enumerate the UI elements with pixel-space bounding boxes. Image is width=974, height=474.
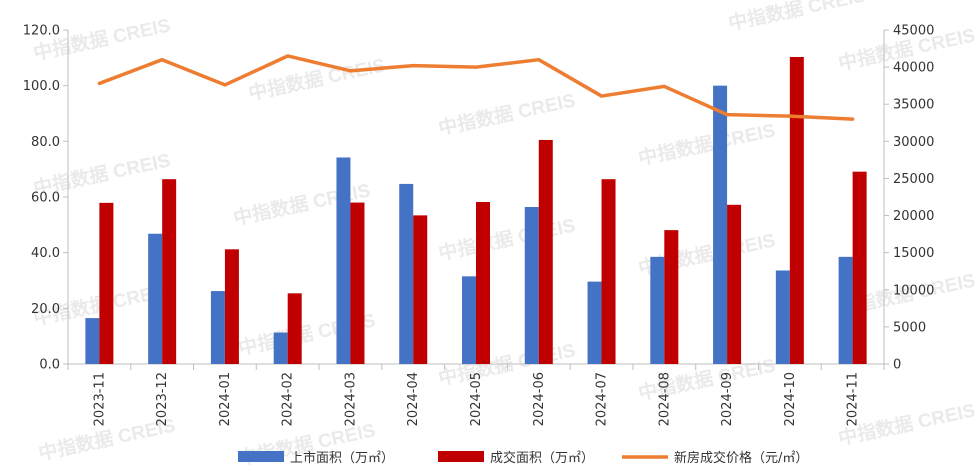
x-tick-label: 2024-11 bbox=[846, 372, 861, 426]
bars bbox=[85, 56, 867, 365]
x-tick-label: 2024-06 bbox=[532, 372, 547, 426]
legend-label: 新房成交价格（元/㎡） bbox=[674, 450, 808, 466]
left-tick-label: 0.0 bbox=[39, 358, 60, 373]
legend-label: 成交面积（万㎡） bbox=[490, 450, 594, 466]
bar-transaction-area bbox=[162, 179, 177, 364]
left-tick-label: 40.0 bbox=[31, 246, 60, 261]
x-tick-label: 2024-02 bbox=[281, 372, 296, 426]
watermark-text: 中指数据 CREIS bbox=[726, 0, 867, 35]
left-tick-label: 80.0 bbox=[31, 135, 60, 150]
x-tick-label: 2024-10 bbox=[783, 372, 798, 426]
bar-transaction-area bbox=[350, 202, 365, 364]
right-tick-label: 40000 bbox=[893, 61, 934, 76]
bar-transaction-area bbox=[664, 230, 679, 364]
axes: 0.0 20.0 40.0 60.0 80.0 100.0 120.0 0 5000 10000 1… bbox=[23, 24, 935, 427]
bar-listed-area bbox=[838, 256, 853, 364]
bar-listed-area bbox=[713, 85, 728, 365]
bar-listed-area bbox=[650, 256, 665, 364]
legend-swatch bbox=[238, 451, 284, 462]
right-tick-label: 15000 bbox=[893, 246, 934, 261]
x-tick-label: 2024-04 bbox=[406, 372, 421, 426]
bar-listed-area bbox=[210, 291, 225, 364]
right-tick-label: 20000 bbox=[893, 209, 934, 224]
watermark-text: 中指数据 CREIS bbox=[31, 13, 172, 64]
bar-transaction-area bbox=[789, 56, 804, 365]
bar-listed-area bbox=[775, 270, 790, 364]
right-tick-label: 35000 bbox=[893, 98, 934, 113]
x-tick-label: 2023-12 bbox=[155, 372, 170, 426]
bar-listed-area bbox=[587, 281, 602, 364]
bar-transaction-area bbox=[601, 179, 616, 364]
x-tick-label: 2024-05 bbox=[469, 372, 484, 426]
left-tick-label: 20.0 bbox=[31, 302, 60, 317]
bar-transaction-area bbox=[476, 202, 490, 364]
bar-listed-area bbox=[85, 318, 100, 364]
bar-listed-area bbox=[148, 233, 163, 364]
bar-transaction-area bbox=[413, 215, 428, 364]
legend-label: 上市面积（万㎡） bbox=[290, 450, 394, 466]
right-tick-label: 0 bbox=[893, 358, 901, 373]
bar-listed-area bbox=[399, 183, 414, 364]
bar-transaction-area bbox=[287, 293, 302, 364]
legend-swatch bbox=[438, 451, 484, 462]
price-line bbox=[97, 54, 855, 121]
bar-transaction-area bbox=[727, 204, 742, 364]
x-tick-label: 2024-08 bbox=[657, 372, 672, 426]
watermark-text: 中指数据 CREIS bbox=[636, 118, 777, 169]
left-tick-label: 100.0 bbox=[23, 79, 60, 94]
bar-listed-area bbox=[273, 332, 288, 364]
right-tick-label: 25000 bbox=[893, 172, 934, 187]
bar-transaction-area bbox=[852, 171, 867, 364]
bar-transaction-area bbox=[99, 202, 114, 364]
right-tick-label: 5000 bbox=[893, 320, 926, 335]
right-tick-label: 45000 bbox=[893, 24, 934, 39]
left-tick-label: 60.0 bbox=[31, 191, 60, 206]
price-line-series bbox=[97, 54, 855, 121]
bar-transaction-area bbox=[538, 139, 553, 364]
x-tick-label: 2024-07 bbox=[595, 372, 610, 426]
legend: 上市面积（万㎡） 成交面积（万㎡） 新房成交价格（元/㎡） bbox=[238, 450, 808, 466]
bar-listed-area bbox=[524, 207, 539, 364]
x-tick-label: 2024-09 bbox=[720, 372, 735, 426]
watermark-text: 中指数据 CREIS bbox=[436, 213, 577, 264]
right-tick-label: 30000 bbox=[893, 135, 934, 150]
bar-listed-area bbox=[336, 157, 351, 364]
bar-transaction-area bbox=[224, 249, 239, 364]
watermark-text: 中指数据 CREIS bbox=[436, 88, 577, 139]
right-tick-label: 10000 bbox=[893, 283, 934, 298]
x-tick-label: 2023-11 bbox=[92, 372, 107, 426]
left-tick-label: 120.0 bbox=[23, 24, 60, 39]
x-tick-label: 2024-01 bbox=[218, 372, 233, 426]
bar-listed-area bbox=[462, 276, 476, 364]
x-tick-label: 2024-03 bbox=[343, 372, 358, 426]
